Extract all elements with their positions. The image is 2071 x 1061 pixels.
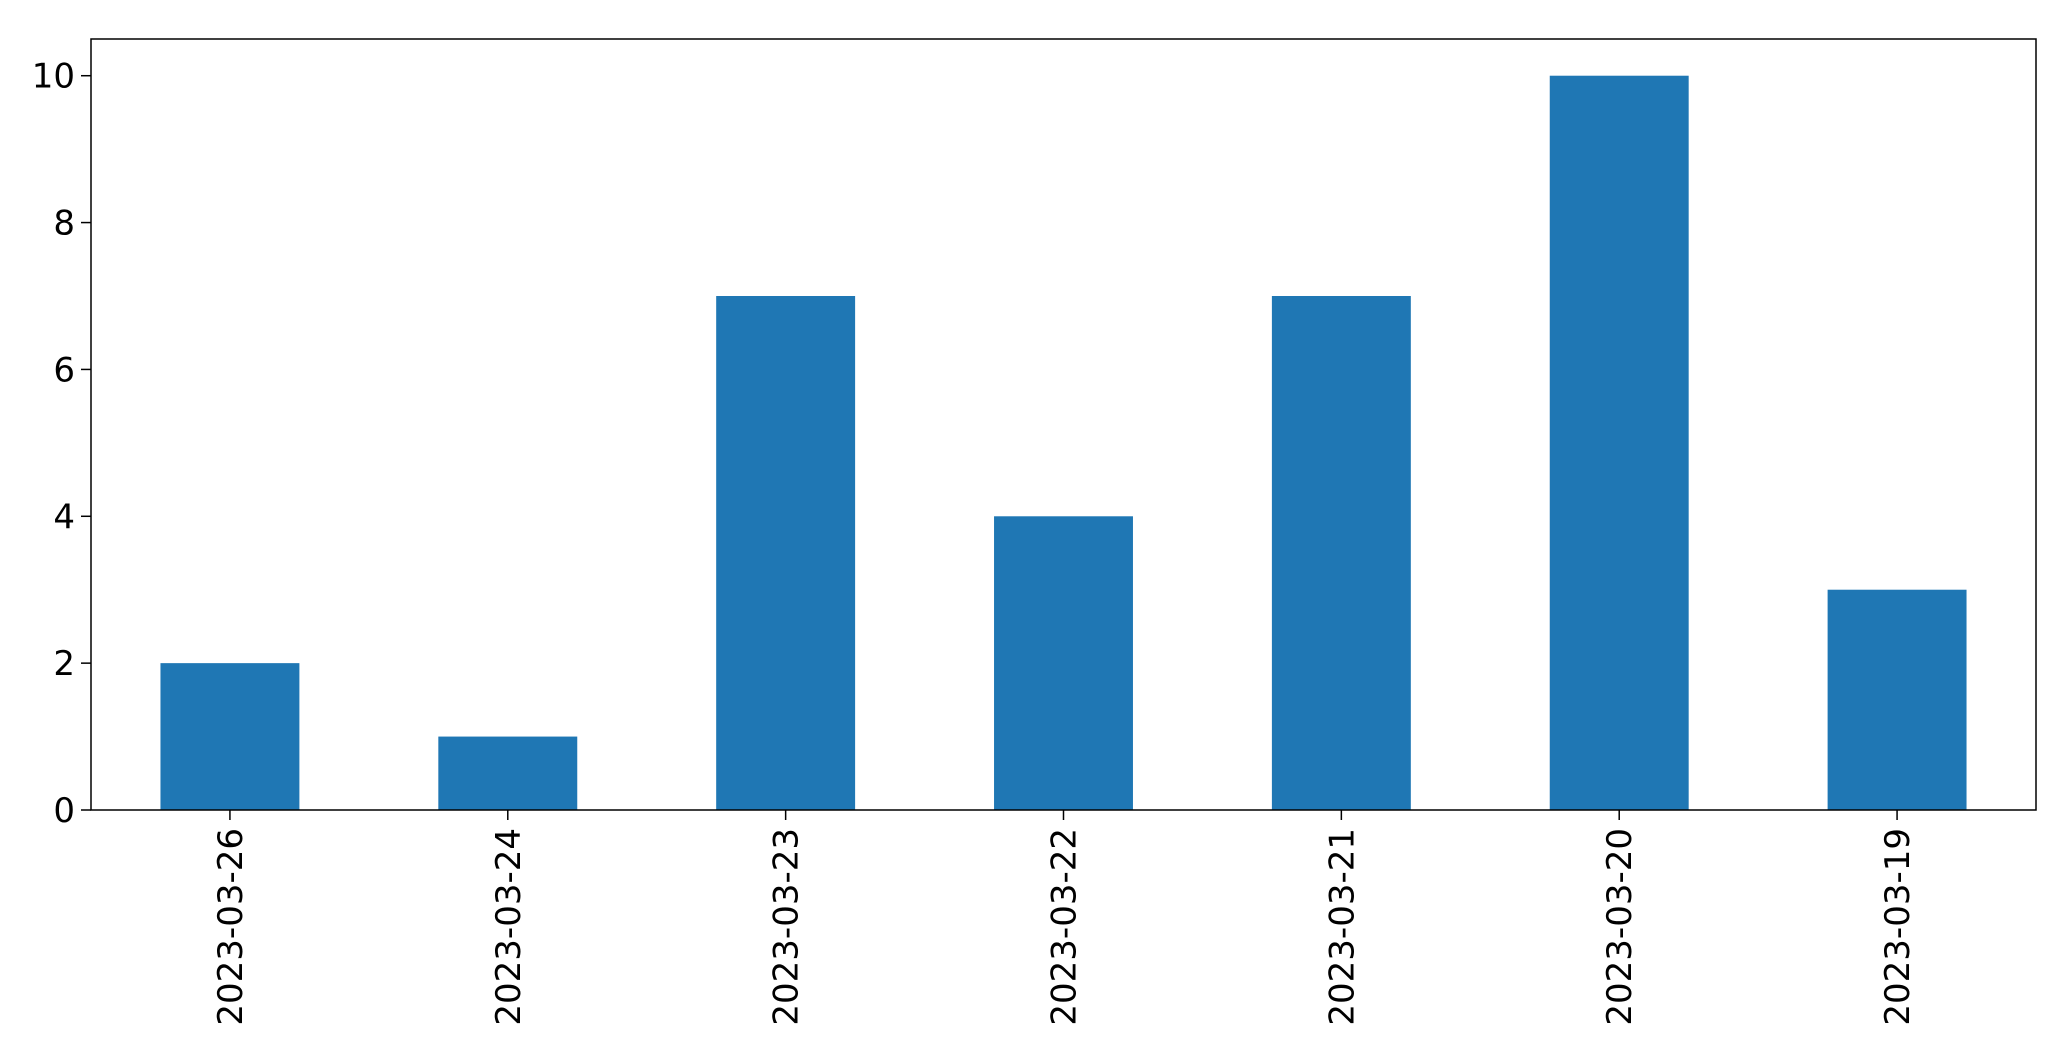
x-tick-label: 2023-03-19 <box>1878 828 1918 1026</box>
x-tick-label: 2023-03-20 <box>1600 828 1640 1026</box>
bar-2023-03-20 <box>1549 75 1689 810</box>
y-axis-ticks: 0 2 4 6 8 10 <box>32 57 91 831</box>
x-tick-label: 2023-03-21 <box>1322 828 1362 1026</box>
x-tick-label: 2023-03-23 <box>767 828 807 1026</box>
bar-2023-03-19 <box>1827 589 1967 810</box>
bar-2023-03-24 <box>438 736 578 810</box>
plot-frame <box>90 38 2037 811</box>
bar-2023-03-26 <box>160 663 300 810</box>
bars <box>160 75 1967 810</box>
y-tick-label: 6 <box>53 350 75 390</box>
x-tick-label: 2023-03-24 <box>489 828 529 1026</box>
y-tick-label: 0 <box>53 791 75 831</box>
y-tick-label: 2 <box>53 644 75 684</box>
bar-2023-03-23 <box>716 296 856 810</box>
y-tick-label: 4 <box>53 497 75 537</box>
x-tick-label: 2023-03-22 <box>1045 828 1085 1026</box>
bar-2023-03-22 <box>994 516 1133 810</box>
y-tick-label: 8 <box>53 204 75 244</box>
bar-2023-03-21 <box>1271 296 1411 810</box>
y-tick-label: 10 <box>32 57 75 97</box>
x-tick-label: 2023-03-26 <box>211 828 251 1026</box>
x-axis-ticks: 2023-03-26 2023-03-24 2023-03-23 2023-03-22… <box>211 810 1918 1026</box>
